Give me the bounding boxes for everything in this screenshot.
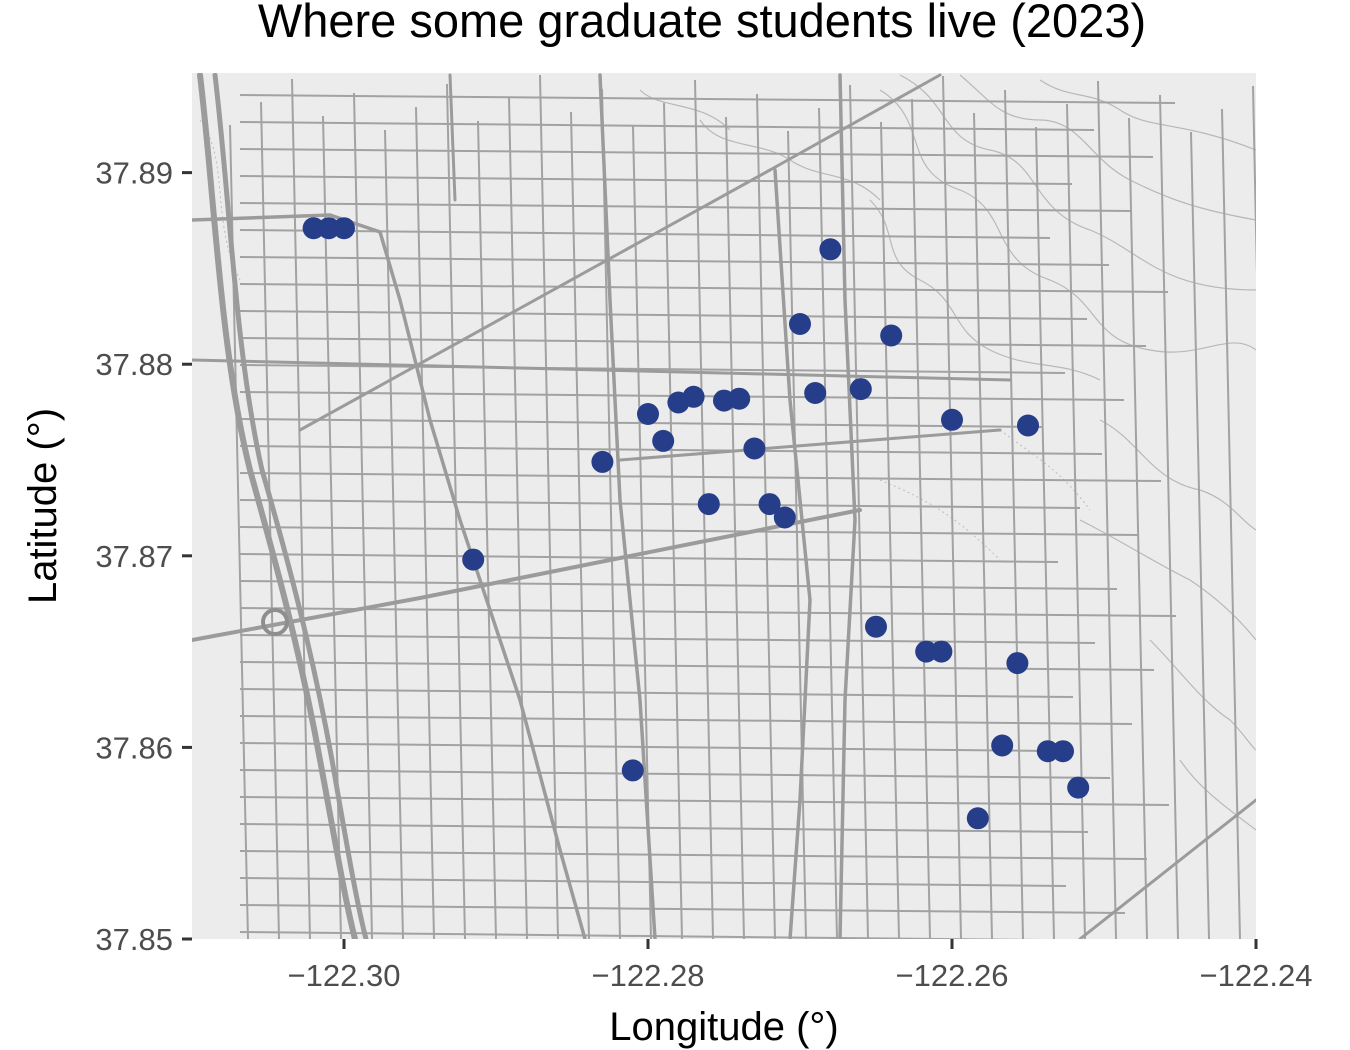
student-point <box>1052 740 1074 763</box>
student-point <box>819 238 842 261</box>
student-point <box>915 640 938 663</box>
student-point <box>941 408 963 431</box>
student-point <box>333 217 355 240</box>
student-point <box>991 734 1014 757</box>
y-tick-label: 37.86 <box>95 730 173 765</box>
student-point <box>789 313 811 335</box>
student-point <box>1036 740 1059 763</box>
y-axis-title: Latitude (°) <box>21 408 65 604</box>
y-tick-label: 37.85 <box>95 922 173 957</box>
student-point <box>966 807 989 830</box>
student-point <box>773 506 796 529</box>
student-point <box>1006 652 1029 675</box>
student-point <box>682 385 705 408</box>
major-roads <box>192 73 1256 939</box>
x-axis-title: Longitude (°) <box>609 1005 838 1049</box>
student-point <box>1017 414 1039 437</box>
student-point <box>880 324 903 347</box>
y-tick-label: 37.87 <box>95 539 173 574</box>
student-point <box>621 759 644 782</box>
map-panel <box>192 73 1256 939</box>
student-points <box>302 217 1090 830</box>
map-background <box>192 73 1256 939</box>
chart-title: Where some graduate students live (2023) <box>258 0 1146 47</box>
student-point <box>804 382 827 404</box>
student-point <box>462 548 485 571</box>
student-point <box>637 403 659 425</box>
student-point <box>302 217 325 240</box>
student-point <box>697 493 720 516</box>
student-point <box>758 493 781 516</box>
y-tick-label: 37.88 <box>95 347 173 382</box>
x-tick-label: −122.28 <box>592 958 705 993</box>
student-point <box>930 640 953 663</box>
y-tick-label: 37.89 <box>95 156 173 191</box>
student-point <box>591 450 614 473</box>
x-tick-label: −122.26 <box>896 958 1009 993</box>
student-point <box>1067 776 1090 799</box>
y-axis: 37.85 37.86 37.87 37.88 37.89 <box>95 156 192 957</box>
hill-contour-roads <box>199 74 1256 831</box>
x-axis: −122.30 −122.28 −122.26 −122.24 <box>288 939 1313 993</box>
x-tick-label: −122.24 <box>1200 958 1313 993</box>
student-point <box>728 387 751 410</box>
student-point <box>849 378 872 401</box>
street-grid <box>229 74 1256 939</box>
student-point <box>865 615 887 638</box>
student-point <box>743 437 766 460</box>
street-basemap <box>192 73 1256 939</box>
student-point <box>317 217 340 240</box>
student-point <box>652 429 675 452</box>
x-tick-label: −122.30 <box>288 958 401 993</box>
